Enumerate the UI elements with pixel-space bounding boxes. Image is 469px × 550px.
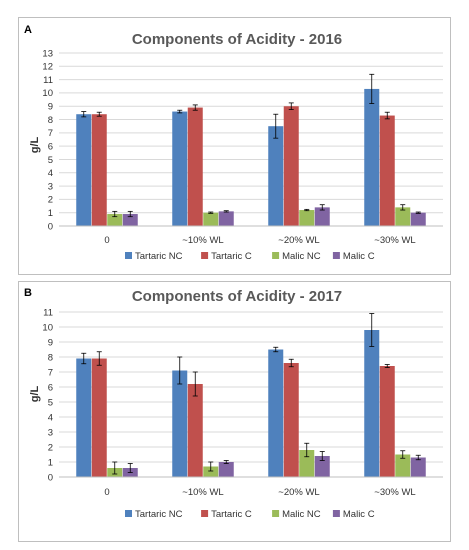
legend-label: Tartaric NC bbox=[135, 251, 183, 262]
panel-b-error-bars bbox=[81, 313, 421, 475]
legend-label: Malic NC bbox=[282, 509, 321, 520]
y-tick-label: 6 bbox=[48, 141, 53, 152]
y-tick-label: 11 bbox=[43, 75, 53, 86]
legend-swatch bbox=[201, 510, 209, 517]
bar-tartaric-c bbox=[283, 106, 299, 226]
panel-a: A Components of Acidity - 2016 012345678… bbox=[18, 17, 451, 275]
bar-tartaric-nc bbox=[76, 114, 92, 226]
y-tick-label: 1 bbox=[48, 457, 53, 468]
bar-tartaric-c bbox=[91, 114, 107, 226]
legend-swatch bbox=[332, 510, 340, 517]
panel-a-title: Components of Acidity - 2016 bbox=[132, 31, 342, 48]
legend-label: Tartaric C bbox=[211, 509, 252, 520]
y-tick-label: 7 bbox=[48, 367, 53, 378]
panel-b-bars bbox=[76, 330, 426, 477]
legend-label: Malic NC bbox=[282, 251, 321, 262]
x-tick-label: ~30% WL bbox=[374, 235, 415, 246]
bar-tartaric-c bbox=[187, 107, 203, 226]
legend-swatch bbox=[272, 510, 280, 517]
y-tick-label: 5 bbox=[48, 155, 53, 166]
bar-malic-nc bbox=[107, 214, 123, 226]
bar-malic-nc bbox=[395, 207, 411, 226]
y-tick-label: 10 bbox=[42, 322, 53, 333]
y-tick-label: 11 bbox=[43, 307, 53, 318]
panel-b-title: Components of Acidity - 2017 bbox=[132, 288, 342, 305]
panel-a-y-axis-label: g/L bbox=[29, 136, 41, 153]
bar-tartaric-nc bbox=[76, 358, 92, 477]
y-tick-label: 0 bbox=[48, 221, 53, 232]
y-tick-label: 4 bbox=[48, 412, 53, 423]
panel-a-x-ticks: 0 ~10% WL ~20% WL ~30% WL bbox=[104, 235, 415, 246]
panel-a-error-bars bbox=[81, 73, 421, 218]
bar-malic-c bbox=[122, 214, 138, 226]
bar-tartaric-c bbox=[379, 115, 395, 226]
y-tick-label: 2 bbox=[48, 442, 53, 453]
panel-a-letter: A bbox=[24, 24, 32, 36]
bar-malic-nc bbox=[395, 454, 411, 477]
panel-a-bars bbox=[76, 88, 426, 226]
panel-b-letter: B bbox=[24, 287, 32, 299]
y-tick-label: 8 bbox=[48, 352, 53, 363]
bar-tartaric-nc bbox=[172, 111, 188, 226]
y-tick-label: 2 bbox=[48, 195, 53, 206]
x-tick-label: ~10% WL bbox=[182, 487, 223, 498]
y-tick-label: 13 bbox=[42, 48, 53, 59]
bar-tartaric-nc bbox=[364, 88, 380, 226]
bar-tartaric-c bbox=[187, 384, 203, 477]
legend-label: Tartaric NC bbox=[135, 509, 183, 520]
y-tick-label: 3 bbox=[48, 427, 53, 438]
bar-tartaric-c bbox=[379, 366, 395, 477]
legend-label: Malic C bbox=[343, 251, 375, 262]
x-tick-label: 0 bbox=[104, 487, 109, 498]
x-tick-label: ~20% WL bbox=[278, 235, 319, 246]
bar-malic-c bbox=[410, 212, 426, 226]
panel-b-y-ticks: 0 1 2 3 4 5 6 7 8 9 10 11 bbox=[42, 307, 53, 483]
x-tick-label: ~10% WL bbox=[182, 235, 223, 246]
bar-tartaric-c bbox=[91, 358, 107, 477]
bar-tartaric-nc bbox=[172, 370, 188, 477]
bar-malic-nc bbox=[299, 450, 315, 477]
x-tick-label: ~30% WL bbox=[374, 487, 415, 498]
bar-malic-c bbox=[218, 462, 234, 477]
legend-swatch bbox=[272, 252, 280, 259]
x-tick-label: ~20% WL bbox=[278, 487, 319, 498]
y-tick-label: 12 bbox=[42, 62, 53, 73]
y-tick-label: 3 bbox=[48, 181, 53, 192]
panel-b: B Components of Acidity - 2017 0 1 2 3 4 5 6 7 8… bbox=[18, 281, 451, 542]
y-tick-label: 9 bbox=[48, 337, 53, 348]
panel-b-legend: Tartaric NC Tartaric C Malic NC Malic C bbox=[125, 509, 375, 520]
bar-malic-nc bbox=[203, 466, 219, 477]
bar-tartaric-c bbox=[283, 363, 299, 477]
bar-malic-nc bbox=[299, 210, 315, 226]
y-tick-label: 9 bbox=[48, 102, 53, 113]
y-tick-label: 5 bbox=[48, 397, 53, 408]
y-tick-label: 8 bbox=[48, 115, 53, 126]
bar-malic-c bbox=[410, 457, 426, 477]
x-tick-label: 0 bbox=[104, 235, 109, 246]
bar-malic-nc bbox=[203, 212, 219, 226]
bar-tartaric-nc bbox=[268, 349, 284, 477]
y-tick-label: 10 bbox=[42, 88, 53, 99]
bar-tartaric-nc bbox=[364, 330, 380, 477]
panel-b-x-ticks: 0 ~10% WL ~20% WL ~30% WL bbox=[104, 487, 415, 498]
bar-tartaric-nc bbox=[268, 126, 284, 226]
bar-malic-c bbox=[314, 456, 330, 477]
legend-label: Malic C bbox=[343, 509, 375, 520]
legend-label: Tartaric C bbox=[211, 251, 252, 262]
y-tick-label: 4 bbox=[48, 168, 53, 179]
y-tick-label: 0 bbox=[48, 472, 53, 483]
y-tick-label: 1 bbox=[48, 208, 53, 219]
bar-malic-c bbox=[314, 207, 330, 226]
y-tick-label: 7 bbox=[48, 128, 53, 139]
legend-swatch bbox=[125, 510, 132, 517]
y-tick-label: 6 bbox=[48, 382, 53, 393]
bar-malic-c bbox=[218, 211, 234, 226]
legend-swatch bbox=[201, 252, 209, 259]
legend-swatch bbox=[332, 252, 340, 259]
panel-b-y-axis-label: g/L bbox=[29, 385, 41, 402]
panel-a-legend: Tartaric NC Tartaric C Malic NC Malic C bbox=[125, 251, 375, 262]
legend-swatch bbox=[125, 252, 132, 259]
